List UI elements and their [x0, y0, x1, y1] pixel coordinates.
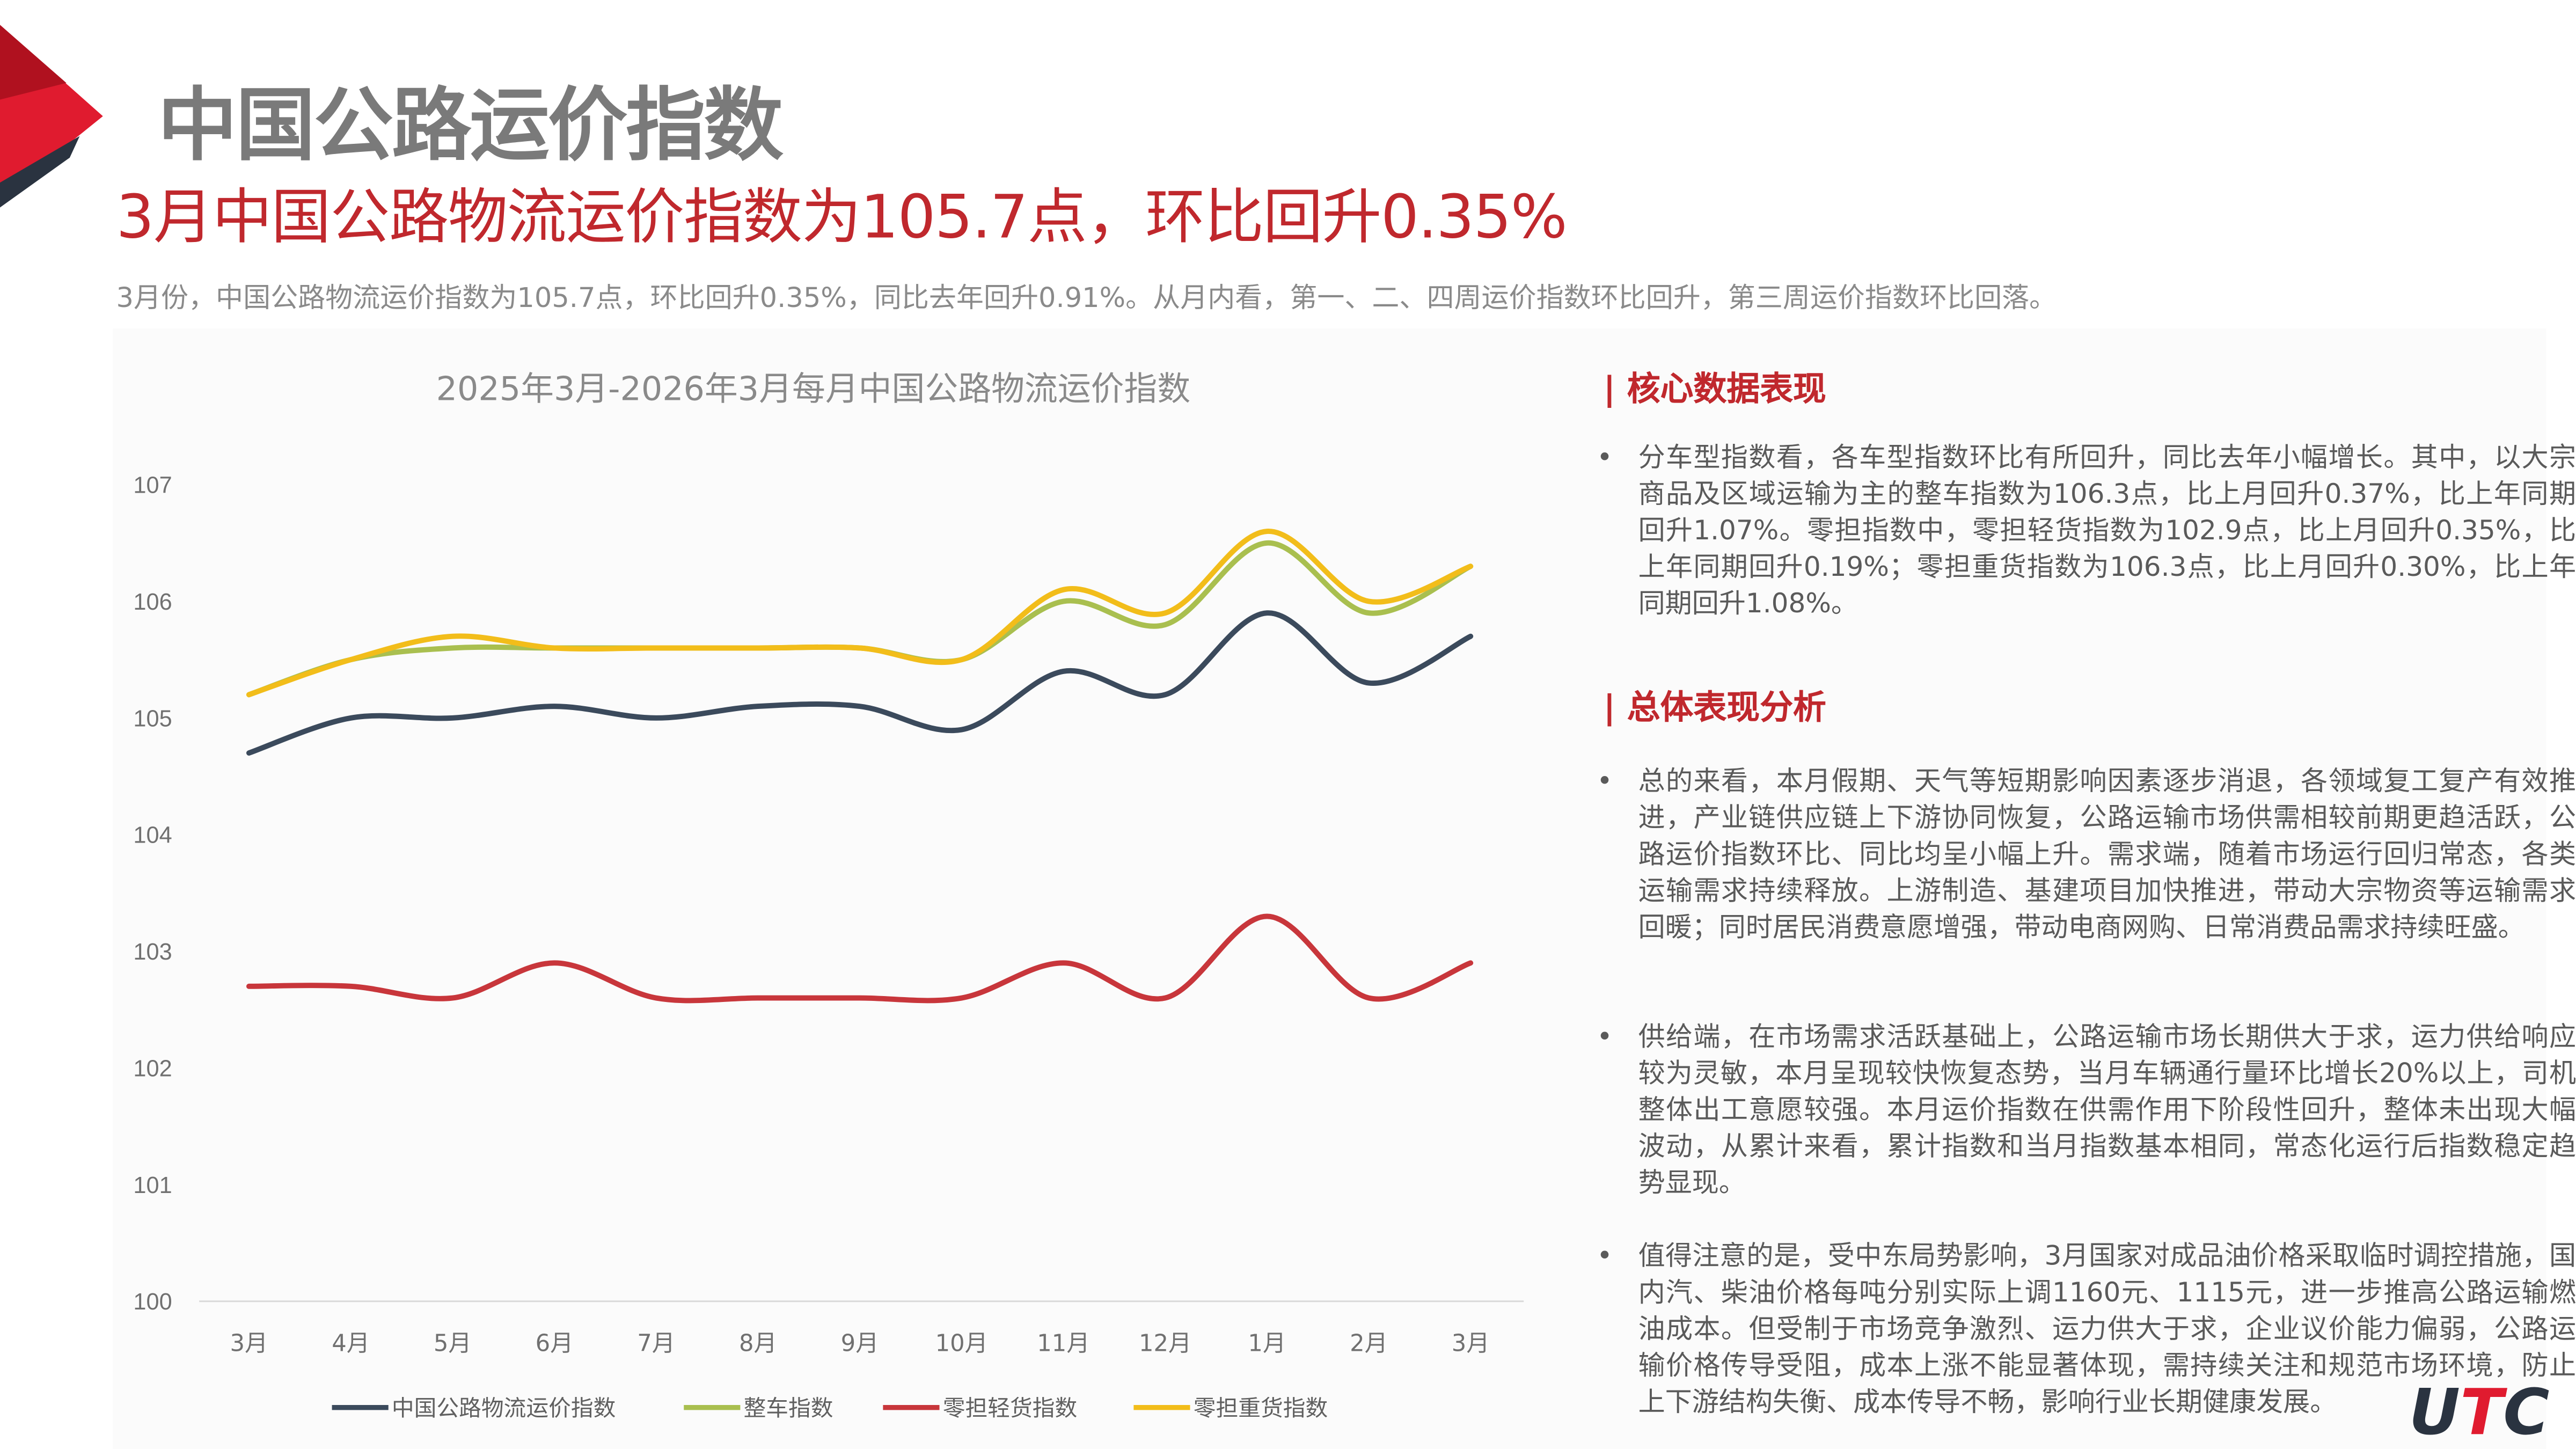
x-tick-label: 3月 [230, 1330, 268, 1357]
legend-label-0: 中国公路物流运价指数 [392, 1395, 616, 1421]
y-tick-label: 105 [133, 706, 172, 731]
y-tick-label: 104 [133, 823, 172, 848]
x-tick-label: 9月 [841, 1330, 879, 1357]
bullet-fuel: • 值得注意的是，受中东局势影响，3月国家对成品油价格采取临时调控措施，国内汽、柴… [1597, 1238, 2576, 1421]
corner-chevron-decoration [0, 25, 103, 208]
bullet-text: 供给端，在市场需求活跃基础上，公路运输市场长期供大于求，运力供给响应较为灵敏，本… [1638, 1021, 2576, 1199]
x-tick-label: 5月 [434, 1330, 472, 1357]
page-title: 中国公路运价指数 [157, 79, 784, 173]
x-tick-label: 4月 [332, 1330, 370, 1357]
x-tick-label: 7月 [637, 1330, 675, 1357]
x-tick-label: 2月 [1350, 1330, 1388, 1357]
content-background [113, 328, 2546, 1449]
y-tick-label: 100 [133, 1289, 172, 1315]
series-line-2 [246, 913, 1474, 1004]
bullet-dot: • [1597, 1240, 1613, 1272]
y-tick-label: 107 [133, 473, 172, 499]
x-tick-label: 10月 [935, 1330, 988, 1357]
bullet-demand: • 总的来看，本月假期、天气等短期影响因素逐步消退，各领域复工复产有效推进，产业链… [1597, 764, 2576, 946]
x-tick-label: 6月 [536, 1330, 574, 1357]
y-tick-label: 102 [133, 1056, 172, 1081]
x-tick-label: 3月 [1452, 1330, 1490, 1357]
section-title-core-data: | 核心数据表现 [1603, 368, 1826, 408]
bullet-dot: • [1597, 1021, 1613, 1052]
bullet-dot: • [1597, 765, 1613, 797]
series-line-3 [246, 529, 1474, 698]
summary-text: 3月份，中国公路物流运价指数为105.7点，环比回升0.35%，同比去年回升0.… [116, 282, 2057, 314]
bullet-text: 总的来看，本月假期、天气等短期影响因素逐步消退，各领域复工复产有效推进，产业链供… [1638, 765, 2576, 943]
bullet-text: 分车型指数看，各车型指数环比有所回升，同比去年小幅增长。其中，以大宗商品及区域运… [1638, 441, 2576, 619]
x-tick-label: 12月 [1139, 1330, 1191, 1357]
headline: 3月中国公路物流运价指数为105.7点，环比回升0.35% [116, 184, 1567, 253]
x-tick-label: 8月 [739, 1330, 777, 1357]
legend-label-3: 零担重货指数 [1194, 1395, 1328, 1421]
line-chart: 100 101 102 103 104 105 106 107 3月 4月 5月 6月 7月 8月 9月 10… [133, 473, 1524, 1421]
legend-label-1: 整车指数 [744, 1395, 833, 1421]
bullet-core-data: • 分车型指数看，各车型指数环比有所回升，同比去年小幅增长。其中，以大宗商品及区域… [1597, 440, 2576, 623]
section-title-analysis: | 总体表现分析 [1603, 687, 1826, 727]
y-tick-label: 101 [133, 1173, 172, 1198]
x-tick-label: 11月 [1037, 1330, 1089, 1357]
bullet-supply: • 供给端，在市场需求活跃基础上，公路运输市场长期供大于求，运力供给响应较为灵敏，… [1597, 1019, 2576, 1202]
series-line-0 [246, 610, 1474, 756]
chart-title: 2025年3月-2026年3月每月中国公路物流运价指数 [436, 368, 1191, 408]
utc-logo: UTC [2409, 1375, 2550, 1449]
y-tick-label: 103 [133, 939, 172, 965]
y-tick-label: 106 [133, 589, 172, 615]
bullet-text: 值得注意的是，受中东局势影响，3月国家对成品油价格采取临时调控措施，国内汽、柴油… [1638, 1240, 2576, 1418]
legend-label-2: 零担轻货指数 [943, 1395, 1078, 1421]
x-tick-label: 1月 [1248, 1330, 1286, 1357]
bullet-dot: • [1597, 441, 1613, 473]
